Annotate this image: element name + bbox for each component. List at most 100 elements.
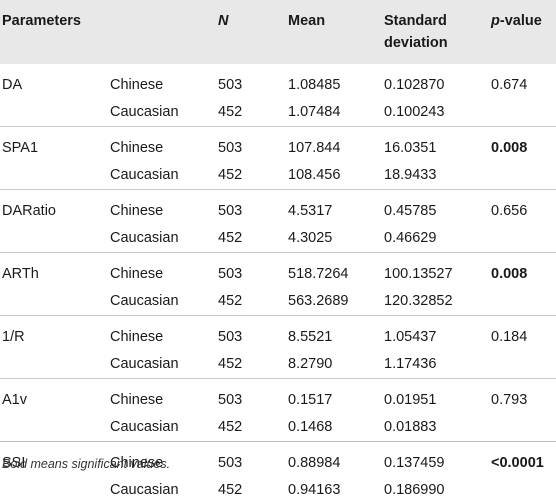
cell-parameter: A1v [0, 378, 110, 414]
cell-parameter: DA [2, 77, 23, 93]
cell-parameter: SPA1 [0, 126, 110, 162]
cell-n: 503 [218, 189, 288, 225]
cell-standard-deviation: 1.17436 [384, 356, 437, 372]
cell-p-value [491, 162, 556, 190]
header-mean: Mean [288, 13, 326, 29]
cell-n: 452 [218, 482, 243, 498]
cell-group: Chinese [110, 77, 164, 93]
table-footnote: Bold means significant values. [2, 457, 171, 471]
cell-parameter: ARTh [0, 252, 110, 288]
cell-mean: 107.844 [288, 126, 384, 162]
cell-mean: 4.5317 [288, 189, 384, 225]
cell-group: Caucasian [110, 293, 179, 309]
cell-group: Chinese [110, 315, 218, 351]
cell-standard-deviation: 1.05437 [384, 315, 491, 351]
cell-p-value [491, 225, 556, 253]
cell-standard-deviation: 0.01883 [384, 419, 437, 435]
cell-n: 452 [218, 419, 243, 435]
table-row: SPA1 Chinese 503 107.844 16.0351 0.008 [0, 126, 556, 162]
cell-group: Caucasian [110, 419, 179, 435]
cell-group: Caucasian [110, 356, 179, 372]
header-standard-deviation: Standard deviation [384, 0, 491, 64]
cell-standard-deviation: 18.9433 [384, 167, 437, 183]
cell-p-value: 0.793 [491, 378, 556, 414]
cell-parameter [0, 288, 110, 316]
cell-mean: 0.94163 [288, 482, 341, 498]
cell-mean: 8.5521 [288, 315, 384, 351]
cell-group: Caucasian [110, 167, 179, 183]
cell-p-value [491, 288, 556, 316]
cell-mean: 1.07484 [288, 104, 341, 120]
cell-p-value: <0.0001 [491, 441, 556, 477]
cell-standard-deviation: 0.186990 [384, 482, 445, 498]
cell-standard-deviation: 0.01951 [384, 378, 491, 414]
cell-group: Chinese [110, 378, 218, 414]
cell-n: 503 [218, 315, 288, 351]
cell-parameter [0, 99, 110, 127]
cell-n: 452 [218, 104, 243, 120]
cell-mean: 0.1468 [288, 419, 333, 435]
table-row: Caucasian 452 4.3025 0.46629 [0, 225, 556, 253]
cell-standard-deviation: 100.13527 [384, 252, 491, 288]
cell-n: 452 [218, 293, 243, 309]
cell-group: Chinese [110, 189, 218, 225]
table-row: Caucasian 452 8.2790 1.17436 [0, 351, 556, 379]
cell-parameter [0, 477, 110, 504]
cell-standard-deviation: 0.102870 [384, 77, 445, 93]
table-row: Caucasian 452 1.07484 0.100243 [0, 99, 556, 127]
cell-standard-deviation: 0.46629 [384, 230, 437, 246]
cell-n: 503 [218, 126, 288, 162]
cell-parameter [0, 225, 110, 253]
cell-mean: 518.7264 [288, 252, 384, 288]
table-row: Caucasian 452 0.94163 0.186990 [0, 477, 556, 504]
cell-mean: 8.2790 [288, 356, 333, 372]
cell-p-value [491, 99, 556, 127]
table-row: DA Chinese 503 1.08485 0.102870 0.674 [0, 64, 556, 99]
cell-parameter: DARatio [0, 189, 110, 225]
cell-standard-deviation: 0.100243 [384, 104, 445, 120]
cell-p-value: 0.674 [491, 77, 528, 93]
cell-standard-deviation: 0.45785 [384, 189, 491, 225]
table-row: A1v Chinese 503 0.1517 0.01951 0.793 [0, 378, 556, 414]
cell-parameter: SSI [0, 441, 110, 477]
cell-mean: 563.2689 [288, 293, 349, 309]
table-row: Caucasian 452 0.1468 0.01883 [0, 414, 556, 442]
cell-n: 503 [218, 77, 243, 93]
cell-p-value: 0.008 [491, 126, 556, 162]
cell-mean: 4.3025 [288, 230, 333, 246]
cell-group: Chinese [110, 252, 218, 288]
cell-p-value [491, 351, 556, 379]
cell-standard-deviation: 120.32852 [384, 293, 453, 309]
header-n: N [218, 0, 288, 64]
cell-group: Caucasian [110, 230, 179, 246]
header-p-rest: -value [499, 13, 542, 29]
cell-n: 452 [218, 230, 243, 246]
header-row: Parameters N Mean Standard deviation p-v… [0, 0, 556, 64]
cell-group: Caucasian [110, 104, 179, 120]
cell-n: 503 [218, 252, 288, 288]
cell-p-value: 0.184 [491, 315, 556, 351]
cell-n: 452 [218, 167, 243, 183]
cell-standard-deviation: 0.137459 [384, 441, 491, 477]
cell-standard-deviation: 16.0351 [384, 126, 491, 162]
header-sd-line1: Standard [384, 13, 447, 29]
table-row: Caucasian 452 563.2689 120.32852 [0, 288, 556, 316]
table-row: Caucasian 452 108.456 18.9433 [0, 162, 556, 190]
table-row: ARTh Chinese 503 518.7264 100.13527 0.008 [0, 252, 556, 288]
cell-parameter: 1/R [0, 315, 110, 351]
cell-p-value: 0.656 [491, 189, 556, 225]
header-p-italic: p [491, 13, 500, 29]
cell-parameter [0, 162, 110, 190]
cell-group: Caucasian [110, 482, 179, 498]
cell-p-value [491, 414, 556, 442]
cell-n: 503 [218, 378, 288, 414]
table-bottom-rule [0, 441, 556, 442]
cell-mean: 0.1517 [288, 378, 384, 414]
cell-p-value: 0.008 [491, 252, 556, 288]
cell-n: 503 [218, 441, 288, 477]
cell-mean: 108.456 [288, 167, 341, 183]
table-row: DARatio Chinese 503 4.5317 0.45785 0.656 [0, 189, 556, 225]
header-parameters: Parameters [2, 13, 81, 29]
table-header: Parameters N Mean Standard deviation p-v… [0, 0, 556, 64]
